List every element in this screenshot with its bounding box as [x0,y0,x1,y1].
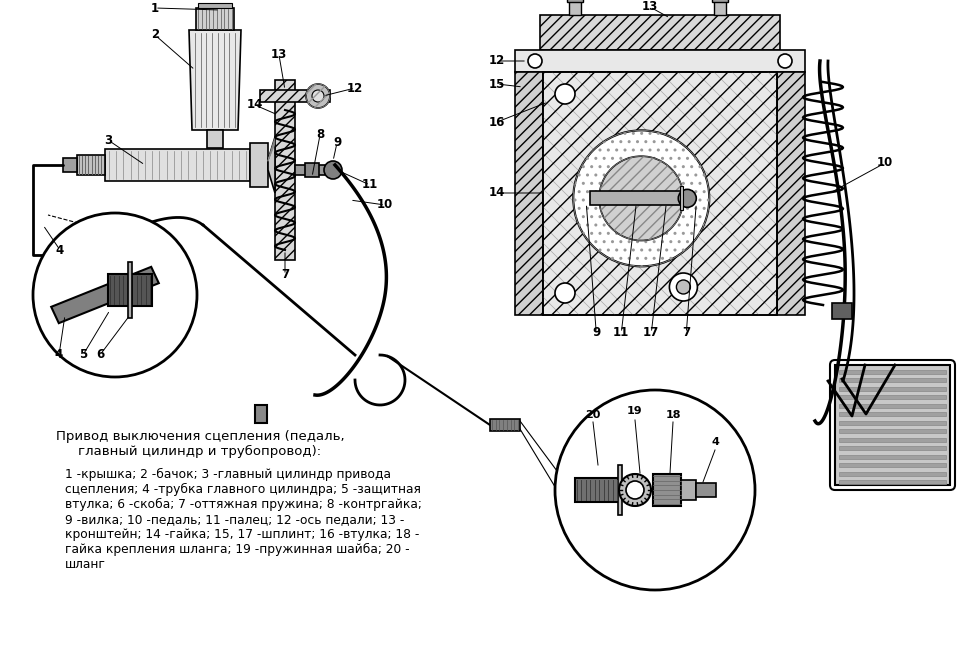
Polygon shape [260,90,330,102]
Bar [712,0,728,2]
Text: 6: 6 [96,349,105,362]
Polygon shape [268,137,275,193]
Circle shape [573,131,709,266]
Text: Привод выключения сцепления (педаль,
главный цилиндр и трубопровод):: Привод выключения сцепления (педаль, гла… [56,430,344,458]
Bar [515,72,543,315]
Bar [680,186,683,210]
Bar [77,155,105,175]
Text: 4: 4 [55,349,64,362]
Text: 13: 13 [271,48,287,61]
Bar [490,419,520,431]
Bar [839,412,946,417]
Bar [839,454,946,458]
Text: 20: 20 [585,410,601,420]
Bar [275,80,295,260]
Text: 1: 1 [150,1,159,14]
Bar [839,379,946,383]
Text: 8: 8 [316,129,324,142]
Bar [255,405,267,423]
Bar [777,72,805,315]
Text: 13: 13 [642,1,658,14]
Circle shape [555,390,755,590]
Circle shape [555,283,575,303]
Text: 1 -крышка; 2 -бачок; 3 -главный цилиндр привода
сцепления; 4 -трубка главного ци: 1 -крышка; 2 -бачок; 3 -главный цилиндр … [65,468,422,571]
Circle shape [528,54,542,68]
Bar [515,50,805,72]
Circle shape [555,84,575,104]
Polygon shape [189,30,241,130]
Bar [567,0,583,2]
Circle shape [676,280,691,294]
Bar [63,158,77,172]
Bar [839,421,946,424]
Text: 4: 4 [711,437,719,447]
Circle shape [33,213,197,377]
Circle shape [626,481,644,499]
Bar [839,438,946,441]
Bar [295,165,325,175]
Bar [207,130,223,148]
Circle shape [669,273,698,301]
Text: 9: 9 [592,326,601,340]
Circle shape [312,90,324,102]
Bar [839,463,946,467]
Text: 4: 4 [56,244,64,257]
Polygon shape [51,267,159,323]
Bar [839,480,946,484]
Text: 18: 18 [665,410,681,420]
Text: 15: 15 [488,78,505,91]
Bar [198,3,232,8]
Text: 7: 7 [682,326,691,340]
Bar [714,0,726,15]
Bar [575,478,620,502]
Text: 10: 10 [877,157,893,170]
Text: 10: 10 [377,199,393,212]
Bar [839,446,946,450]
Text: 11: 11 [614,326,629,340]
Bar [128,262,132,318]
Bar [105,149,250,181]
Circle shape [306,84,330,108]
Bar [696,483,716,497]
Bar [835,365,950,485]
Bar [681,480,696,500]
Bar [543,72,777,315]
Text: 9: 9 [333,136,341,150]
Bar [250,143,268,187]
Bar [839,387,946,391]
Bar [839,395,946,400]
Bar [543,72,777,315]
Text: 5: 5 [79,349,87,362]
Bar [618,465,622,515]
Text: 12: 12 [347,82,363,95]
Text: 2: 2 [150,29,159,42]
Circle shape [324,161,342,179]
Bar [839,429,946,433]
Bar [196,8,234,30]
Circle shape [678,189,697,208]
Text: 14: 14 [247,99,263,112]
Bar [569,0,581,15]
Bar [839,404,946,408]
Bar [653,474,681,506]
Circle shape [778,54,792,68]
Circle shape [619,474,651,506]
Bar [839,370,946,374]
Text: 7: 7 [281,268,289,281]
Text: 11: 11 [361,178,378,191]
Text: 16: 16 [488,116,505,129]
Bar [839,471,946,475]
Bar [108,274,152,306]
Text: 12: 12 [488,54,505,67]
Text: 19: 19 [627,406,643,416]
Bar [305,163,319,177]
Text: 14: 14 [488,187,505,200]
Text: 3: 3 [104,133,112,146]
Bar [540,15,780,50]
Bar [832,303,852,319]
Bar [590,191,693,205]
Circle shape [599,156,684,240]
Text: 17: 17 [643,326,659,340]
